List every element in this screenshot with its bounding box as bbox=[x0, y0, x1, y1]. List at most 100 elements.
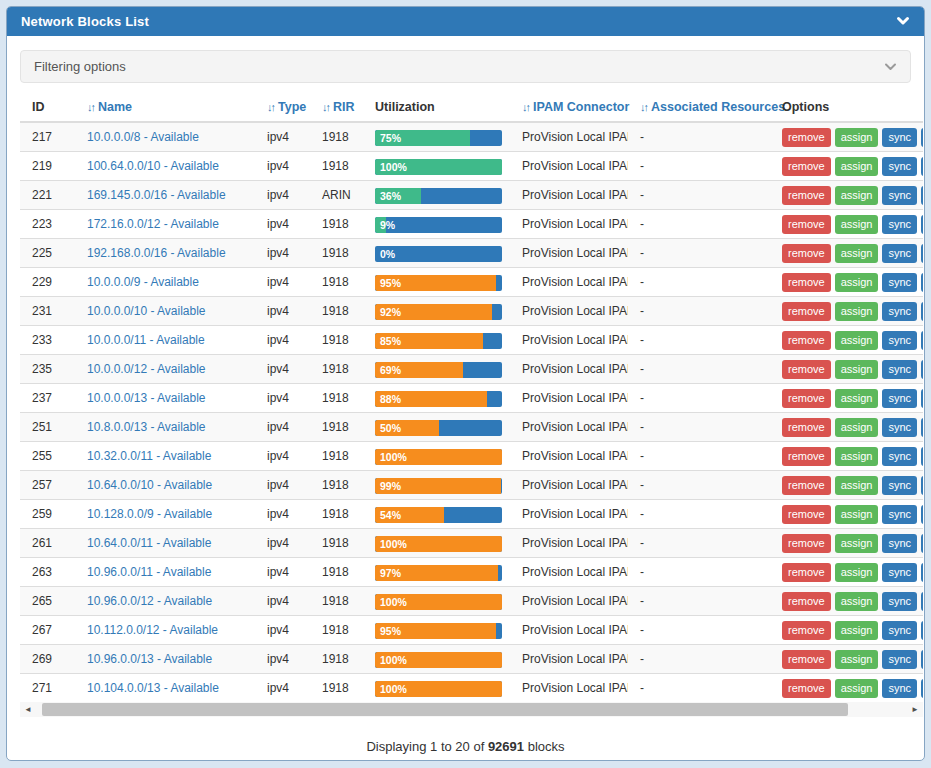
cut-off-button[interactable] bbox=[921, 157, 923, 176]
cut-off-button[interactable] bbox=[921, 563, 923, 582]
block-link[interactable]: 10.0.0.0/8 - Available bbox=[87, 130, 199, 144]
assign-button[interactable]: assign bbox=[835, 679, 879, 698]
remove-button[interactable]: remove bbox=[782, 389, 831, 408]
cut-off-button[interactable] bbox=[921, 389, 923, 408]
scroll-left-arrow-icon[interactable]: ◄ bbox=[20, 702, 36, 717]
horizontal-scrollbar[interactable]: ◄ ► bbox=[20, 702, 923, 717]
sync-button[interactable]: sync bbox=[882, 447, 917, 466]
column-header-ipam[interactable]: ↓↑IPAM Connector bbox=[510, 94, 628, 122]
assign-button[interactable]: assign bbox=[835, 476, 879, 495]
sync-button[interactable]: sync bbox=[882, 360, 917, 379]
block-link[interactable]: 169.145.0.0/16 - Available bbox=[87, 188, 226, 202]
assign-button[interactable]: assign bbox=[835, 128, 879, 147]
block-link[interactable]: 10.128.0.0/9 - Available bbox=[87, 507, 212, 521]
block-link[interactable]: 10.64.0.0/11 - Available bbox=[87, 536, 211, 550]
assign-button[interactable]: assign bbox=[835, 389, 879, 408]
cut-off-button[interactable] bbox=[921, 186, 923, 205]
scrollbar-thumb[interactable] bbox=[42, 703, 848, 716]
remove-button[interactable]: remove bbox=[782, 273, 831, 292]
remove-button[interactable]: remove bbox=[782, 157, 831, 176]
remove-button[interactable]: remove bbox=[782, 650, 831, 669]
filtering-options-toggle[interactable]: Filtering options bbox=[20, 50, 911, 83]
cut-off-button[interactable] bbox=[921, 679, 923, 698]
column-header-name[interactable]: ↓↑Name bbox=[75, 94, 255, 122]
assign-button[interactable]: assign bbox=[835, 273, 879, 292]
cut-off-button[interactable] bbox=[921, 650, 923, 669]
sync-button[interactable]: sync bbox=[882, 418, 917, 437]
assign-button[interactable]: assign bbox=[835, 244, 879, 263]
cut-off-button[interactable] bbox=[921, 302, 923, 321]
assign-button[interactable]: assign bbox=[835, 215, 879, 234]
column-header-assoc[interactable]: ↓↑Associated Resources bbox=[628, 94, 770, 122]
sync-button[interactable]: sync bbox=[882, 389, 917, 408]
column-header-rir[interactable]: ↓↑RIR bbox=[310, 94, 368, 122]
block-link[interactable]: 10.112.0.0/12 - Available bbox=[87, 623, 218, 637]
remove-button[interactable]: remove bbox=[782, 447, 831, 466]
assign-button[interactable]: assign bbox=[835, 447, 879, 466]
assign-button[interactable]: assign bbox=[835, 331, 879, 350]
assign-button[interactable]: assign bbox=[835, 592, 879, 611]
remove-button[interactable]: remove bbox=[782, 244, 831, 263]
block-link[interactable]: 10.0.0.0/13 - Available bbox=[87, 391, 206, 405]
remove-button[interactable]: remove bbox=[782, 360, 831, 379]
block-link[interactable]: 10.0.0.0/10 - Available bbox=[87, 304, 206, 318]
sync-button[interactable]: sync bbox=[882, 273, 917, 292]
cut-off-button[interactable] bbox=[921, 476, 923, 495]
block-link[interactable]: 10.96.0.0/12 - Available bbox=[87, 594, 212, 608]
remove-button[interactable]: remove bbox=[782, 476, 831, 495]
assign-button[interactable]: assign bbox=[835, 621, 879, 640]
assign-button[interactable]: assign bbox=[835, 157, 879, 176]
scroll-right-arrow-icon[interactable]: ► bbox=[907, 702, 923, 717]
remove-button[interactable]: remove bbox=[782, 215, 831, 234]
cut-off-button[interactable] bbox=[921, 244, 923, 263]
remove-button[interactable]: remove bbox=[782, 331, 831, 350]
cut-off-button[interactable] bbox=[921, 331, 923, 350]
assign-button[interactable]: assign bbox=[835, 418, 879, 437]
sync-button[interactable]: sync bbox=[882, 476, 917, 495]
cut-off-button[interactable] bbox=[921, 360, 923, 379]
sync-button[interactable]: sync bbox=[882, 331, 917, 350]
assign-button[interactable]: assign bbox=[835, 186, 879, 205]
remove-button[interactable]: remove bbox=[782, 534, 831, 553]
remove-button[interactable]: remove bbox=[782, 679, 831, 698]
assign-button[interactable]: assign bbox=[835, 505, 879, 524]
block-link[interactable]: 10.64.0.0/10 - Available bbox=[87, 478, 212, 492]
cut-off-button[interactable] bbox=[921, 592, 923, 611]
block-link[interactable]: 172.16.0.0/12 - Available bbox=[87, 217, 219, 231]
block-link[interactable]: 10.96.0.0/11 - Available bbox=[87, 565, 211, 579]
block-link[interactable]: 10.0.0.0/12 - Available bbox=[87, 362, 206, 376]
remove-button[interactable]: remove bbox=[782, 302, 831, 321]
sync-button[interactable]: sync bbox=[882, 505, 917, 524]
cut-off-button[interactable] bbox=[921, 128, 923, 147]
sync-button[interactable]: sync bbox=[882, 621, 917, 640]
assign-button[interactable]: assign bbox=[835, 563, 879, 582]
remove-button[interactable]: remove bbox=[782, 592, 831, 611]
remove-button[interactable]: remove bbox=[782, 563, 831, 582]
remove-button[interactable]: remove bbox=[782, 621, 831, 640]
cut-off-button[interactable] bbox=[921, 215, 923, 234]
sync-button[interactable]: sync bbox=[882, 157, 917, 176]
sync-button[interactable]: sync bbox=[882, 186, 917, 205]
sync-button[interactable]: sync bbox=[882, 650, 917, 669]
assign-button[interactable]: assign bbox=[835, 650, 879, 669]
block-link[interactable]: 10.8.0.0/13 - Available bbox=[87, 420, 206, 434]
remove-button[interactable]: remove bbox=[782, 418, 831, 437]
sync-button[interactable]: sync bbox=[882, 592, 917, 611]
sync-button[interactable]: sync bbox=[882, 563, 917, 582]
block-link[interactable]: 10.104.0.0/13 - Available bbox=[87, 681, 219, 695]
cut-off-button[interactable] bbox=[921, 273, 923, 292]
remove-button[interactable]: remove bbox=[782, 128, 831, 147]
assign-button[interactable]: assign bbox=[835, 534, 879, 553]
block-link[interactable]: 10.32.0.0/11 - Available bbox=[87, 449, 211, 463]
sync-button[interactable]: sync bbox=[882, 679, 917, 698]
block-link[interactable]: 10.96.0.0/13 - Available bbox=[87, 652, 212, 666]
assign-button[interactable]: assign bbox=[835, 360, 879, 379]
sync-button[interactable]: sync bbox=[882, 302, 917, 321]
column-header-type[interactable]: ↓↑Type bbox=[255, 94, 310, 122]
cut-off-button[interactable] bbox=[921, 505, 923, 524]
assign-button[interactable]: assign bbox=[835, 302, 879, 321]
remove-button[interactable]: remove bbox=[782, 505, 831, 524]
panel-collapse-button[interactable] bbox=[896, 13, 910, 31]
sync-button[interactable]: sync bbox=[882, 215, 917, 234]
sync-button[interactable]: sync bbox=[882, 128, 917, 147]
